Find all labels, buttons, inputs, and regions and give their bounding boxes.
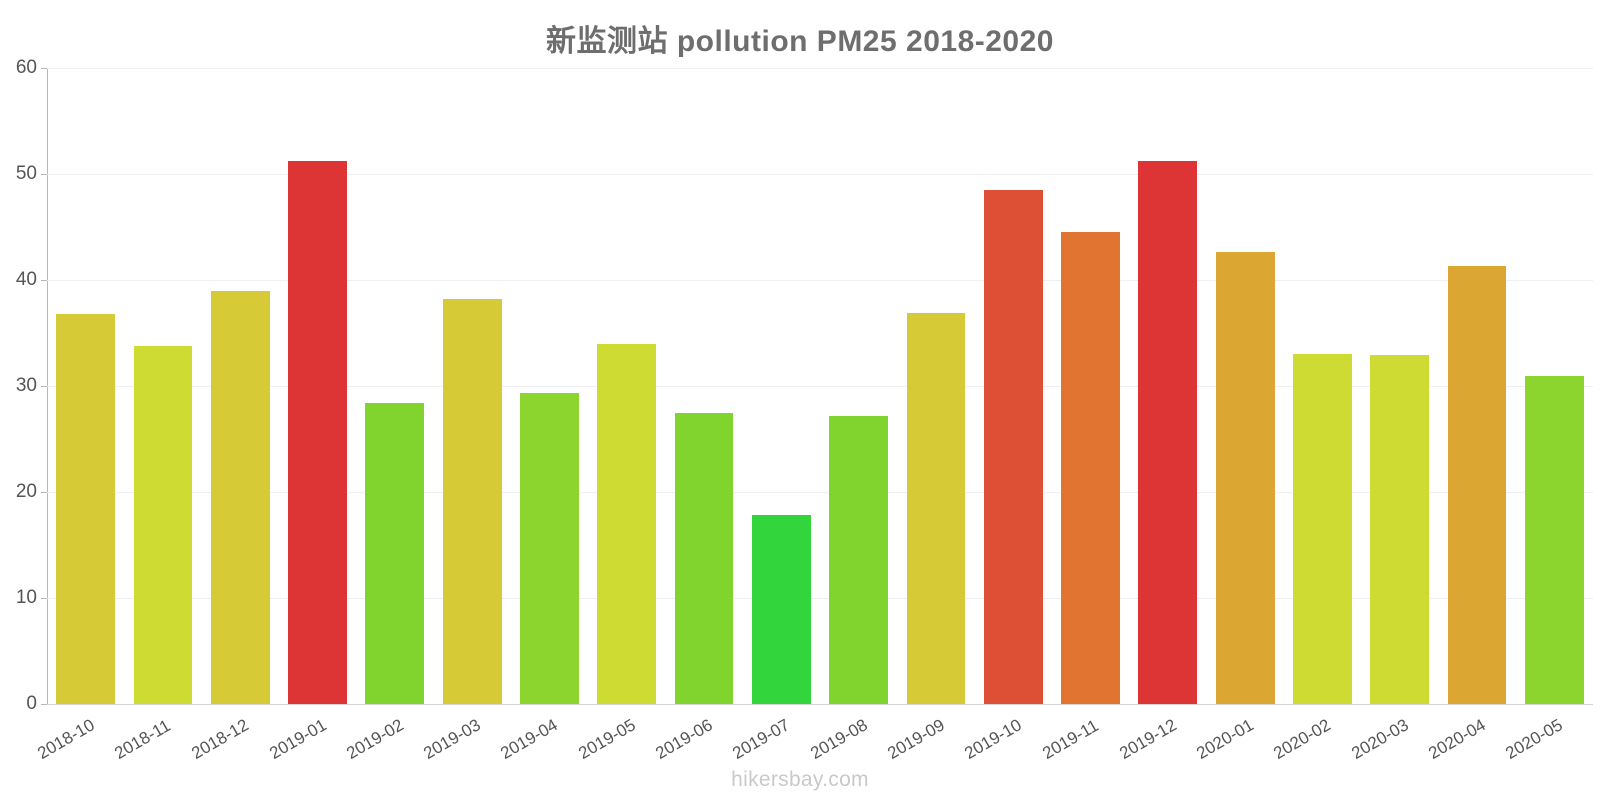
x-tick-label-2019-04: 2019-04 [497,715,562,763]
bar-2018-10[interactable] [56,313,115,704]
bar-2019-05[interactable] [597,343,657,704]
bar-2018-12[interactable] [210,290,270,704]
y-tick-label-50: 50 [15,163,37,184]
gridline-0 [47,704,1593,705]
gridline-60 [47,68,1593,69]
x-tick-label-2020-02: 2020-02 [1270,715,1335,763]
bar-2019-11[interactable] [1061,232,1120,704]
x-tick-label-2019-08: 2019-08 [806,715,871,763]
bar-2019-01[interactable] [288,161,347,704]
bar-2019-02[interactable] [365,402,425,704]
x-tick-label-2018-11: 2018-11 [111,715,174,763]
bar-2019-08[interactable] [829,415,888,704]
x-tick-label-2018-10: 2018-10 [33,715,98,763]
x-tick-label-2020-03: 2020-03 [1348,715,1412,763]
x-tick-label-2019-05: 2019-05 [575,715,639,763]
y-tick-label-60: 60 [15,57,37,78]
bar-2019-10[interactable] [983,189,1043,704]
gridline-10 [47,598,1593,599]
source-watermark: hikersbay.com [731,768,869,791]
x-tick-label-2020-04: 2020-04 [1425,715,1489,763]
bar-2019-06[interactable] [674,412,734,704]
x-tick-label-2019-10: 2019-10 [961,715,1026,763]
x-tick-label-2019-12: 2019-12 [1116,715,1180,763]
x-tick-label-2019-06: 2019-06 [652,715,716,763]
y-tick-label-30: 30 [15,375,37,396]
x-tick-label-2019-11: 2019-11 [1038,715,1102,763]
y-tick-label-0: 0 [26,693,37,714]
y-tick-mark-50 [41,174,47,175]
gridline-40 [47,280,1593,281]
gridline-20 [47,492,1593,493]
bar-2019-03[interactable] [442,299,502,704]
y-tick-mark-10 [41,598,47,599]
x-tick-label-2020-01: 2020-01 [1193,715,1257,763]
y-tick-mark-0 [41,704,47,705]
bar-2020-02[interactable] [1293,354,1352,704]
y-tick-mark-40 [41,280,47,281]
chart-title: 新监测站 pollution PM25 2018-2020 [546,25,1054,58]
x-tick-label-2019-01: 2019-01 [265,715,330,763]
bar-2019-04[interactable] [520,393,579,704]
x-tick-label-2018-12: 2018-12 [188,715,253,763]
bar-2019-09[interactable] [906,312,966,704]
x-tick-label-2020-05: 2020-05 [1502,715,1567,763]
x-tick-label-2019-09: 2019-09 [884,715,948,763]
y-tick-mark-30 [41,386,47,387]
gridline-30 [47,386,1593,387]
plot-area [47,68,1593,705]
y-tick-label-10: 10 [15,587,37,608]
bar-2020-04[interactable] [1447,266,1507,704]
y-tick-label-20: 20 [15,481,37,502]
gridline-50 [47,174,1593,175]
y-tick-mark-60 [41,68,47,69]
bar-2019-12[interactable] [1138,161,1198,704]
bar-2020-05[interactable] [1524,376,1584,704]
y-tick-label-40: 40 [15,269,37,290]
y-tick-mark-20 [41,492,47,493]
bar-2018-11[interactable] [133,345,193,704]
x-tick-label-2019-03: 2019-03 [420,715,484,763]
x-tick-label-2019-02: 2019-02 [343,715,407,763]
bar-2019-07[interactable] [751,515,811,704]
bar-2020-03[interactable] [1370,355,1430,704]
bar-2020-01[interactable] [1215,252,1275,704]
x-tick-label-2019-07: 2019-07 [729,715,794,763]
